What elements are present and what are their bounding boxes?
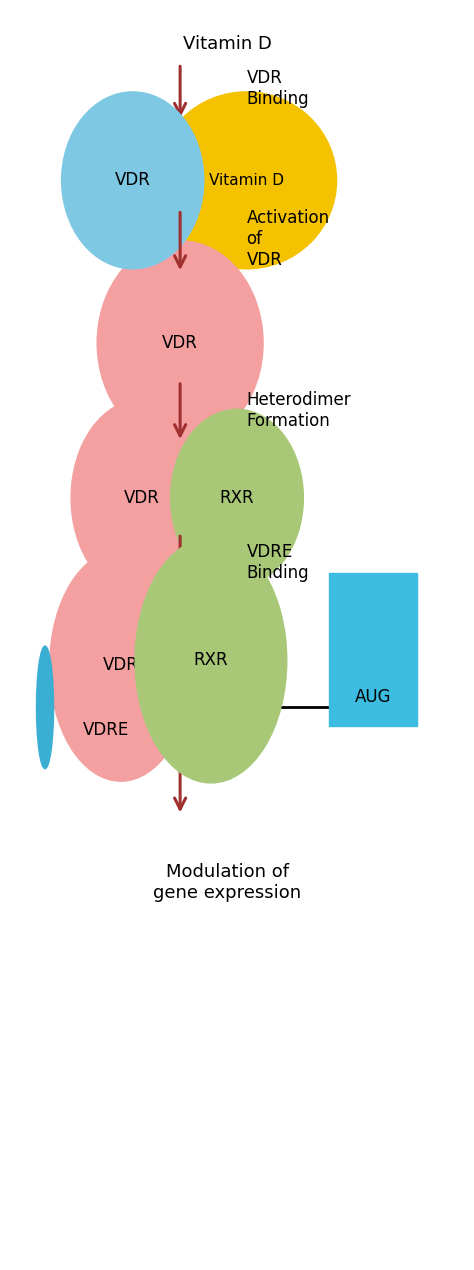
Text: VDR: VDR bbox=[103, 657, 139, 674]
Ellipse shape bbox=[97, 241, 263, 444]
Text: Vitamin D: Vitamin D bbox=[209, 173, 284, 188]
Ellipse shape bbox=[171, 409, 303, 587]
Ellipse shape bbox=[156, 91, 337, 269]
Ellipse shape bbox=[62, 91, 204, 269]
Ellipse shape bbox=[36, 646, 54, 768]
Bar bbox=[329, 573, 417, 726]
Text: Modulation of
gene expression: Modulation of gene expression bbox=[154, 864, 301, 902]
Text: VDRE: VDRE bbox=[83, 721, 129, 739]
Text: VDR: VDR bbox=[115, 171, 151, 189]
Text: RXR: RXR bbox=[193, 652, 228, 669]
Ellipse shape bbox=[135, 538, 287, 782]
Text: Heterodimer
Formation: Heterodimer Formation bbox=[246, 391, 351, 429]
Text: VDR
Binding: VDR Binding bbox=[246, 70, 309, 108]
Text: RXR: RXR bbox=[219, 489, 255, 507]
Text: VDR: VDR bbox=[124, 489, 160, 507]
Text: Vitamin D: Vitamin D bbox=[183, 36, 272, 53]
Text: VDRE
Binding: VDRE Binding bbox=[246, 544, 309, 582]
Ellipse shape bbox=[50, 550, 192, 781]
Ellipse shape bbox=[71, 399, 213, 597]
Text: Activation
of
VDR: Activation of VDR bbox=[246, 210, 329, 268]
Text: AUG: AUG bbox=[355, 688, 392, 706]
Text: VDR: VDR bbox=[162, 334, 198, 352]
